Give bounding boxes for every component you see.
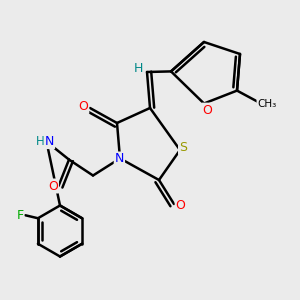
Text: O: O [176, 199, 185, 212]
Text: F: F [16, 209, 23, 222]
Text: O: O [202, 103, 212, 117]
Text: S: S [179, 141, 187, 154]
Text: N: N [45, 135, 54, 148]
Text: O: O [48, 179, 58, 193]
Text: O: O [79, 100, 88, 113]
Text: H: H [134, 62, 143, 76]
Text: N: N [115, 152, 124, 166]
Text: CH₃: CH₃ [257, 99, 277, 110]
Text: H: H [36, 135, 45, 148]
